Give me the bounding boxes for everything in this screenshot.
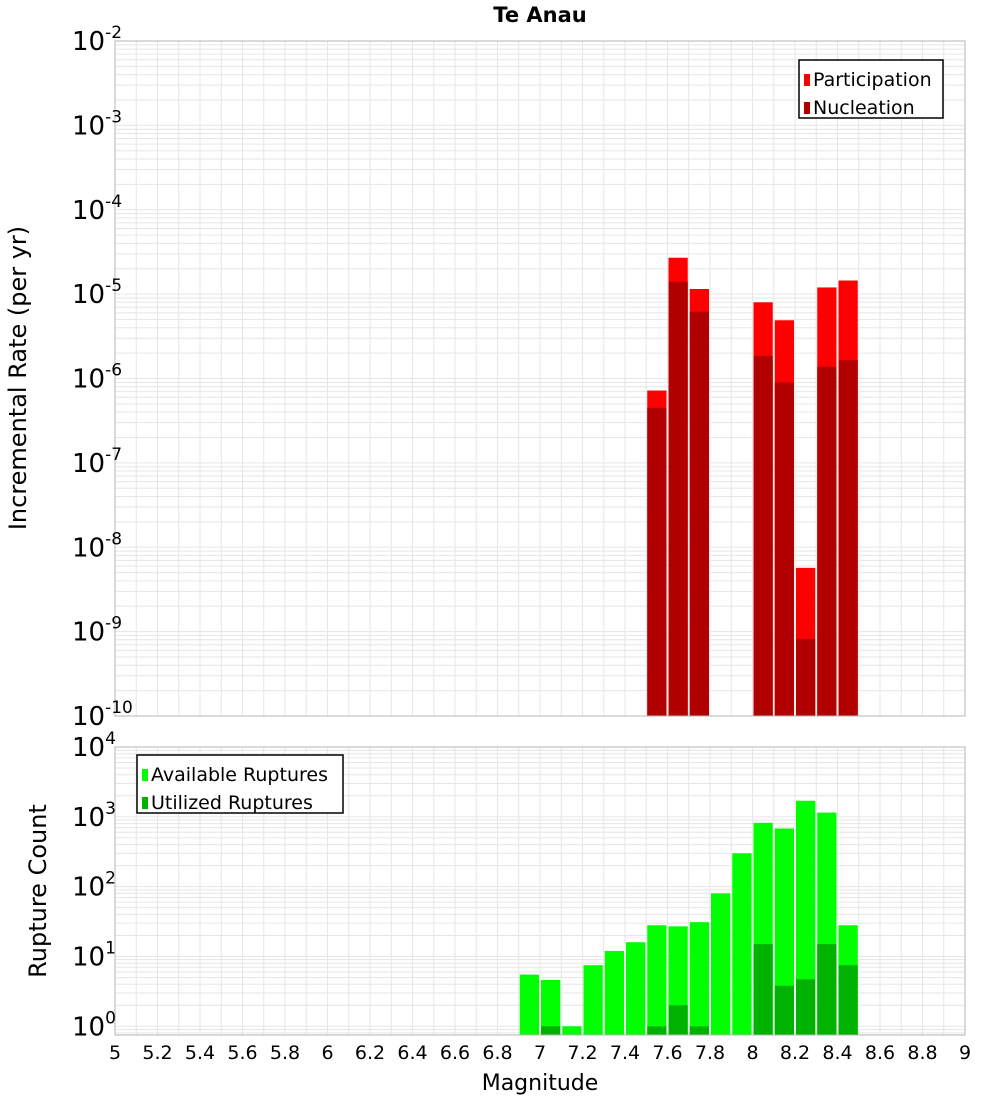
legend-swatch [804, 74, 810, 86]
chart-title: Te Anau [493, 3, 586, 27]
y-tick-label: 104 [72, 729, 116, 763]
x-tick-label: 6 [321, 1042, 333, 1064]
y-tick-labels: 10-2 10-3 10-4 10-5 10-6 10-7 10-8 10-9 10-10 [72, 23, 133, 732]
legend-box [798, 59, 944, 119]
legend-swatch [142, 769, 148, 781]
y-tick-label: 103 [72, 799, 116, 833]
plot-frame [114, 40, 966, 717]
y-tick-labels: 104 103 102 101 100 [72, 729, 116, 1042]
y-tick-label: 10-8 [72, 529, 122, 563]
bar-nucleation [689, 311, 709, 716]
y-tick-label: 10-6 [72, 361, 122, 395]
x-tick-label: 8.2 [780, 1042, 810, 1064]
x-tick-label: 5.2 [142, 1042, 172, 1064]
y-tick-label: 102 [72, 869, 116, 903]
bar-available-ruptures [711, 893, 731, 1035]
y-tick-label: 100 [72, 1008, 116, 1042]
y-axis-label: Incremental Rate (per yr) [4, 226, 32, 530]
rate-panel: 10-2 10-3 10-4 10-5 10-6 10-7 10-8 10-9 10-10 Inc… [4, 23, 966, 732]
x-tick-label: 5.8 [270, 1042, 300, 1064]
x-tick-label: 6.4 [397, 1042, 427, 1064]
x-tick-label: 8 [746, 1042, 758, 1064]
bar-utilized-ruptures [689, 1026, 709, 1035]
bar-nucleation [753, 355, 773, 716]
legend-label: Participation [813, 69, 932, 91]
bar-utilized-ruptures [796, 979, 816, 1035]
bar-available-ruptures [583, 965, 603, 1035]
x-tick-label: 5.6 [227, 1042, 257, 1064]
bar-nucleation [647, 407, 667, 716]
bar-utilized-ruptures [774, 985, 794, 1035]
x-tick-label: 5.4 [185, 1042, 215, 1064]
bar-utilized-ruptures [817, 944, 837, 1035]
bars [647, 257, 858, 716]
grid [114, 41, 966, 717]
bar-nucleation [796, 638, 816, 716]
y-axis-label: Rupture Count [24, 804, 52, 978]
bar-available-ruptures [604, 950, 624, 1035]
bar-available-ruptures [689, 922, 709, 1035]
bar-available-ruptures [519, 974, 539, 1035]
legend: Available Ruptures Utilized Ruptures [136, 754, 344, 814]
bar-available-ruptures [774, 828, 794, 1035]
x-tick-label: 6.8 [482, 1042, 512, 1064]
bar-available-ruptures [541, 980, 561, 1035]
legend-label: Utilized Ruptures [151, 792, 313, 814]
x-tick-label: 7.4 [610, 1042, 640, 1064]
bar-utilized-ruptures [838, 965, 858, 1035]
bar-available-ruptures [796, 800, 816, 1035]
x-tick-label: 7.2 [567, 1042, 597, 1064]
x-tick-label: 7.8 [695, 1042, 725, 1064]
x-tick-label: 7.6 [652, 1042, 682, 1064]
legend-label: Nucleation [813, 97, 915, 119]
y-tick-label: 10-9 [72, 614, 122, 648]
bar-available-ruptures [562, 1026, 582, 1035]
plot-frame [114, 746, 966, 1036]
bar-utilized-ruptures [541, 1026, 561, 1035]
bars [519, 800, 858, 1035]
y-tick-label: 101 [72, 938, 116, 972]
y-tick-label: 10-7 [72, 445, 122, 479]
x-tick-label: 8.6 [865, 1042, 895, 1064]
y-tick-label: 10-2 [72, 23, 122, 57]
x-tick-label: 9 [959, 1042, 971, 1064]
x-tick-label: 7 [534, 1042, 546, 1064]
legend: Participation Nucleation [798, 59, 944, 119]
legend-box [136, 754, 344, 814]
bar-utilized-ruptures [647, 1026, 667, 1035]
x-tick-labels: 5 5.2 5.4 5.6 5.8 6 6.2 6.4 6.6 6.8 7 7.2 7.4 7.6 7.8 8… [109, 1042, 971, 1064]
x-tick-label: 8.8 [907, 1042, 937, 1064]
legend-swatch [804, 102, 810, 114]
y-tick-label: 10-4 [72, 192, 122, 226]
bar-nucleation [668, 281, 688, 716]
bar-nucleation [774, 382, 794, 716]
bar-utilized-ruptures [668, 1005, 688, 1035]
bar-nucleation [817, 366, 837, 716]
x-tick-label: 6.6 [440, 1042, 470, 1064]
count-panel: 104 103 102 101 100 Rupture Count Available Ru… [24, 729, 971, 1064]
x-tick-label: 8.4 [822, 1042, 852, 1064]
x-axis-label: Magnitude [482, 1071, 599, 1096]
legend-swatch [142, 797, 148, 809]
y-tick-label: 10-10 [72, 698, 133, 732]
y-tick-label: 10-5 [72, 276, 122, 310]
y-tick-label: 10-3 [72, 107, 122, 141]
x-tick-label: 6.2 [355, 1042, 385, 1064]
bar-available-ruptures [647, 925, 667, 1035]
bar-nucleation [838, 360, 858, 716]
bar-utilized-ruptures [753, 944, 773, 1035]
x-tick-label: 5 [109, 1042, 121, 1064]
bar-available-ruptures [626, 942, 646, 1035]
bar-available-ruptures [732, 853, 752, 1035]
legend-label: Available Ruptures [151, 764, 328, 786]
